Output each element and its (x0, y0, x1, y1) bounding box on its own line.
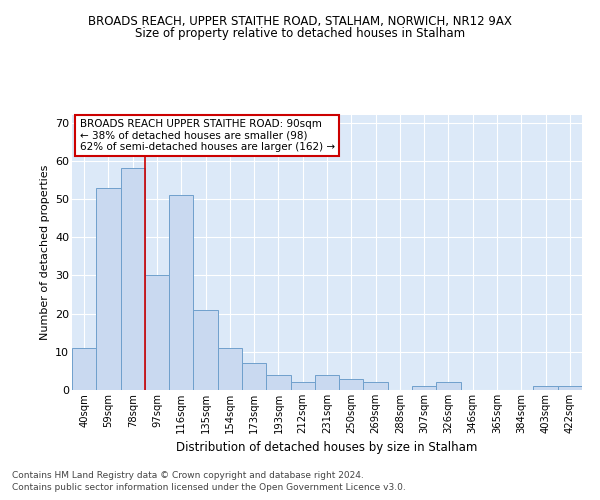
Bar (436, 382, 461, 390)
Bar (242, 364, 266, 390)
Bar (145, 276, 169, 390)
Text: Contains public sector information licensed under the Open Government Licence v3: Contains public sector information licen… (12, 484, 406, 492)
Text: BROADS REACH UPPER STAITHE ROAD: 90sqm
← 38% of detached houses are smaller (98): BROADS REACH UPPER STAITHE ROAD: 90sqm ←… (80, 119, 335, 152)
Text: Size of property relative to detached houses in Stalham: Size of property relative to detached ho… (135, 28, 465, 40)
Bar (412, 386, 436, 390)
Y-axis label: Number of detached properties: Number of detached properties (40, 165, 50, 340)
Bar (533, 386, 558, 390)
Bar (169, 195, 193, 390)
Bar (266, 374, 290, 390)
Bar (121, 168, 145, 390)
Bar (290, 382, 315, 390)
Bar (558, 386, 582, 390)
Bar (339, 378, 364, 390)
Bar (364, 382, 388, 390)
Text: Contains HM Land Registry data © Crown copyright and database right 2024.: Contains HM Land Registry data © Crown c… (12, 471, 364, 480)
Bar (96, 188, 121, 390)
Text: BROADS REACH, UPPER STAITHE ROAD, STALHAM, NORWICH, NR12 9AX: BROADS REACH, UPPER STAITHE ROAD, STALHA… (88, 15, 512, 28)
Bar (218, 348, 242, 390)
Bar (72, 348, 96, 390)
Bar (315, 374, 339, 390)
X-axis label: Distribution of detached houses by size in Stalham: Distribution of detached houses by size … (176, 442, 478, 454)
Bar (193, 310, 218, 390)
